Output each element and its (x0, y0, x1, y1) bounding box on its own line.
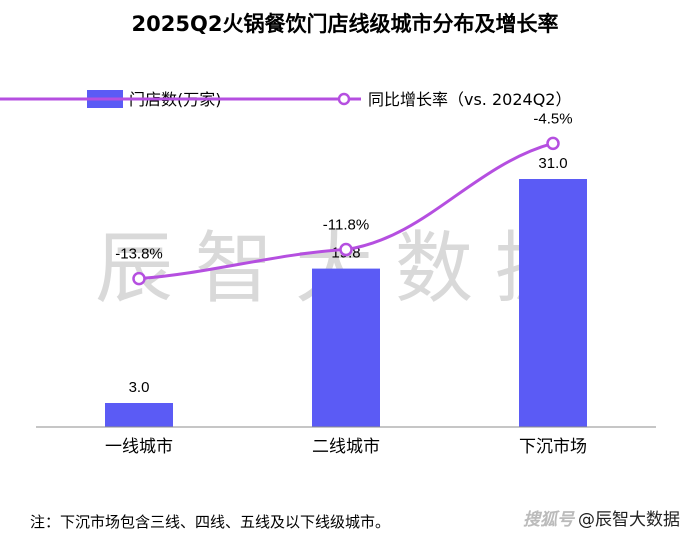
x-tick-label: 一线城市 (105, 437, 173, 457)
bar (105, 403, 173, 427)
bar-series: 3.019.831.0 (105, 155, 587, 427)
line-point (339, 242, 353, 257)
brand-name: @辰智大数据 (578, 510, 680, 530)
line-series: -13.8% -11.8% -4.5% (115, 110, 573, 286)
chart-title: 2025Q2火锅餐饮门店线级城市分布及增长率 (131, 12, 559, 36)
line-point (546, 136, 560, 151)
source-logo: 搜狐号 (523, 510, 574, 530)
x-axis-ticks: 一线城市 二线城市 下沉市场 (105, 437, 587, 457)
bar-value-label: 3.0 (129, 379, 150, 396)
bar (519, 179, 587, 427)
footnote: 注：下沉市场包含三线、四线、五线及以下线级城市。 (30, 513, 391, 531)
brand-credit: 搜狐号 @辰智大数据 (523, 505, 680, 530)
legend: 门店数(万家) 同比增长率（vs. 2024Q2） (0, 90, 571, 109)
x-tick-label: 二线城市 (312, 437, 380, 457)
bar-value-label: 31.0 (538, 155, 567, 172)
bar (312, 268, 380, 427)
x-tick-label: 下沉市场 (519, 437, 587, 457)
line-value-label: -13.8% (115, 246, 163, 263)
line-point (132, 271, 146, 286)
line-value-label: -4.5% (533, 110, 572, 127)
legend-line-label: 同比增长率（vs. 2024Q2） (368, 90, 571, 109)
legend-line-marker (337, 92, 351, 106)
line-value-label: -11.8% (323, 217, 369, 234)
